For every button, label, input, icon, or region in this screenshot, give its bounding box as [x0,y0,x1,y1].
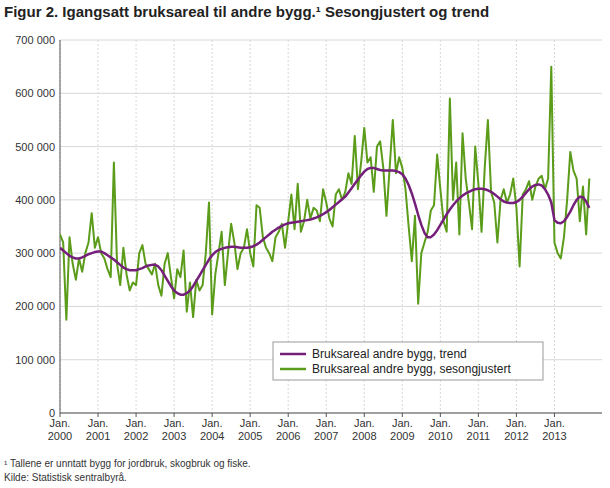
chart: Figur 2. Igangsatt bruksareal til andre … [0,0,610,488]
y-tick-label: 400 000 [15,194,55,206]
y-tick-label: 300 000 [15,247,55,259]
legend-label: Bruksareal andre bygg, trend [312,347,467,361]
x-grid-line [60,40,61,413]
grid-line [60,413,602,414]
x-tick-label-line: Jan. [88,417,109,429]
x-tick-label: Jan.2010 [428,417,452,442]
footnote: ¹ Tallene er unntatt bygg for jordbruk, … [4,458,251,469]
x-tick-label-line: Jan. [392,417,413,429]
x-tick-label-line: Jan. [202,417,223,429]
x-tick-label-line: Jan. [430,417,451,429]
x-tick-label-line: 2011 [467,430,491,442]
legend: Bruksareal andre bygg, trendBruksareal a… [273,342,543,380]
y-axis [60,40,61,413]
grid-line [60,306,602,307]
y-tick-label: 500 000 [15,141,55,153]
x-tick-label: Jan.2009 [390,417,414,442]
x-tick-label-line: 2000 [48,430,72,442]
x-tick-label-line: Jan. [506,417,527,429]
legend-label: Bruksareal andre bygg, sesongjustert [312,362,511,376]
x-tick-label-line: 2008 [352,430,376,442]
y-tick-label: 700 000 [15,34,55,46]
series-line [60,67,589,320]
footnote: Kilde: Statistisk sentralbyrå. [4,472,127,483]
x-tick-label-line: 2004 [200,430,224,442]
x-tick-label-line: 2003 [162,430,186,442]
x-tick-label: Jan.2013 [542,417,566,442]
x-tick-label-line: Jan. [544,417,565,429]
y-tick-label: 600 000 [15,87,55,99]
legend-swatch [280,368,306,371]
x-tick-label-line: Jan. [240,417,261,429]
x-grid-line [136,40,137,413]
y-tick-label: 100 000 [15,354,55,366]
grid-line [60,40,602,41]
x-tick-label-line: Jan. [316,417,337,429]
x-tick-label: Jan.2007 [314,417,338,442]
x-tick-label: Jan.2001 [86,417,110,442]
y-tick-label: 200 000 [15,300,55,312]
x-tick-label: Jan.2000 [48,417,72,442]
x-tick-label: Jan.2004 [200,417,224,442]
x-tick-label-line: 2010 [428,430,452,442]
series-line [60,168,589,295]
x-grid-line [98,40,99,413]
x-tick-label-line: 2006 [276,430,300,442]
legend-swatch [280,353,306,356]
x-tick-label-line: 2009 [390,430,414,442]
x-grid-line [212,40,213,413]
legend-box [273,342,543,380]
grid-line [60,146,602,147]
x-tick-label-line: Jan. [278,417,299,429]
x-tick-label-line: 2013 [542,430,566,442]
x-tick-label-line: 2001 [86,430,110,442]
x-tick-label-line: 2005 [238,430,262,442]
x-tick-label-line: 2002 [124,430,148,442]
x-tick-label: Jan.2011 [467,417,491,442]
x-grid-line [250,40,251,413]
x-tick-label-line: Jan. [164,417,185,429]
x-tick-label-line: 2012 [504,430,528,442]
title: Figur 2. Igangsatt bruksareal til andre … [4,3,489,20]
x-tick-label-line: Jan. [354,417,375,429]
x-tick-label-line: Jan. [126,417,147,429]
x-tick-label-line: Jan. [468,417,489,429]
x-tick-label-line: Jan. [50,417,71,429]
x-tick-label: Jan.2012 [504,417,528,442]
x-tick-label: Jan.2005 [238,417,262,442]
x-tick-label-line: 2007 [314,430,338,442]
plot-area [60,67,589,320]
x-tick-label: Jan.2002 [124,417,148,442]
x-axis [60,413,602,414]
grid-line [60,93,602,94]
x-tick-label: Jan.2008 [352,417,376,442]
x-tick-label: Jan.2006 [276,417,300,442]
x-tick-label: Jan.2003 [162,417,186,442]
x-grid-line [174,40,175,413]
